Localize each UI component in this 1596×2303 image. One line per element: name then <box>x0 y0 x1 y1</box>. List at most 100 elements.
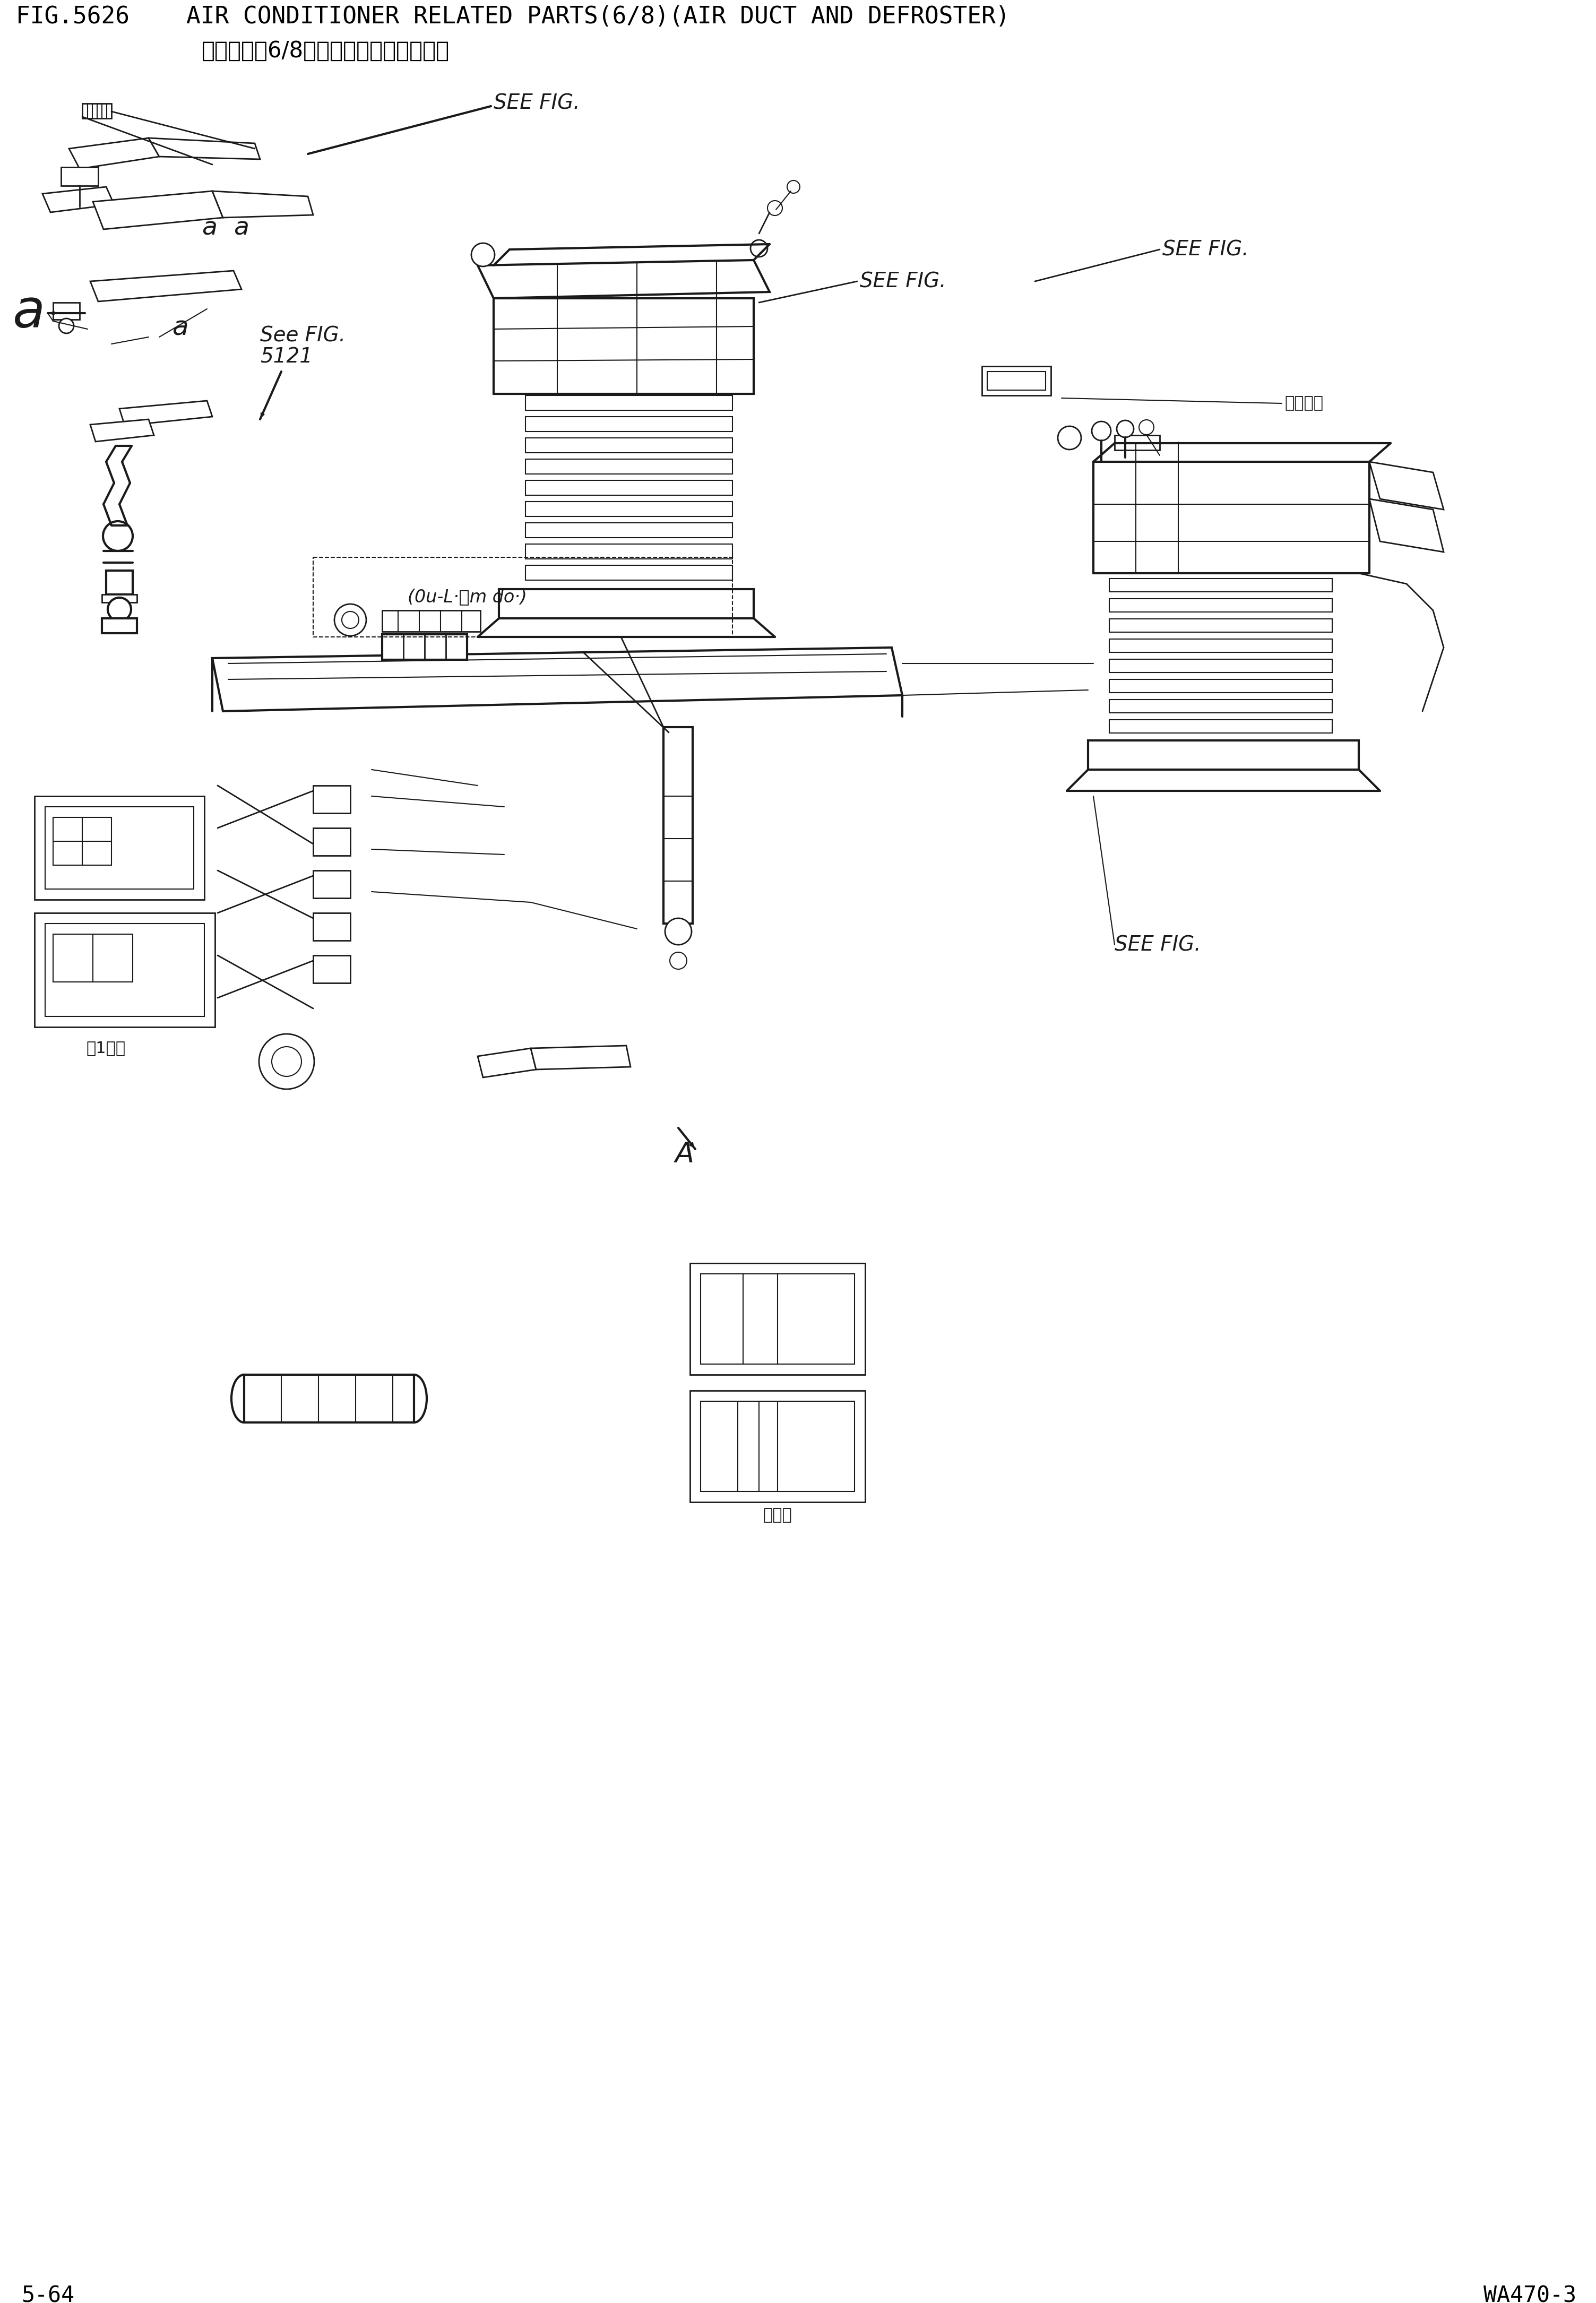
Text: See FIG.: See FIG. <box>260 325 346 345</box>
Bar <box>83 104 112 117</box>
Bar <box>500 590 753 617</box>
Bar <box>1093 463 1369 573</box>
Bar <box>35 912 215 1027</box>
Polygon shape <box>531 1046 630 1069</box>
Text: SEE FIG.: SEE FIG. <box>1114 935 1200 956</box>
Polygon shape <box>148 138 260 159</box>
Polygon shape <box>120 401 212 426</box>
Text: SEE FIG.: SEE FIG. <box>493 94 579 113</box>
Circle shape <box>259 1034 314 1089</box>
Circle shape <box>104 520 132 550</box>
Circle shape <box>750 240 768 258</box>
Text: 5-64: 5-64 <box>21 2285 75 2303</box>
Bar <box>1114 435 1160 449</box>
Bar <box>701 1274 854 1363</box>
Bar <box>525 544 733 560</box>
Text: 坐椅支座: 坐椅支座 <box>1285 396 1323 410</box>
Bar <box>525 417 733 431</box>
Bar <box>1109 721 1333 732</box>
Bar <box>689 1391 865 1502</box>
Text: FIG.5626    AIR CONDITIONER RELATED PARTS(6/8)(AIR DUCT AND DEFROSTER): FIG.5626 AIR CONDITIONER RELATED PARTS(6… <box>16 5 1010 28</box>
Bar <box>53 818 112 866</box>
Bar <box>1109 700 1333 714</box>
Polygon shape <box>477 260 769 299</box>
Bar <box>1109 659 1333 672</box>
Bar <box>102 594 137 603</box>
Bar <box>313 829 350 857</box>
Bar <box>525 458 733 474</box>
Ellipse shape <box>231 1375 257 1423</box>
Circle shape <box>342 610 359 629</box>
Bar <box>53 935 132 981</box>
Bar <box>313 912 350 940</box>
Circle shape <box>1058 426 1080 449</box>
Circle shape <box>1140 419 1154 435</box>
Text: 空调组件（6/8）（导风管和除霜风道）: 空调组件（6/8）（导风管和除霜风道） <box>201 39 450 62</box>
Polygon shape <box>477 1048 536 1078</box>
Bar <box>1109 638 1333 652</box>
Polygon shape <box>43 187 113 212</box>
Circle shape <box>109 599 131 622</box>
Circle shape <box>59 318 73 334</box>
Ellipse shape <box>401 1375 426 1423</box>
Text: A: A <box>675 1140 694 1168</box>
Circle shape <box>1092 421 1111 440</box>
Bar <box>244 1375 413 1423</box>
Bar <box>664 728 693 924</box>
Bar <box>525 396 733 410</box>
Polygon shape <box>69 138 160 168</box>
Circle shape <box>768 200 782 216</box>
Bar <box>107 571 132 594</box>
Bar <box>525 481 733 495</box>
Bar <box>313 871 350 898</box>
Text: a: a <box>13 288 45 339</box>
Bar <box>102 617 137 633</box>
Bar <box>1109 578 1333 592</box>
Bar <box>1088 742 1358 769</box>
Circle shape <box>335 603 365 636</box>
Circle shape <box>670 951 686 970</box>
Bar <box>982 366 1050 396</box>
Text: a: a <box>203 216 217 240</box>
Bar <box>45 806 193 889</box>
Polygon shape <box>93 191 223 230</box>
Text: SEE FIG.: SEE FIG. <box>1162 240 1248 260</box>
Bar <box>61 168 99 187</box>
Circle shape <box>1117 421 1133 438</box>
Bar <box>1109 620 1333 631</box>
Text: 5121: 5121 <box>260 345 313 366</box>
Polygon shape <box>1369 463 1444 509</box>
Circle shape <box>471 244 495 267</box>
Bar <box>313 785 350 813</box>
Bar <box>701 1400 854 1492</box>
Bar <box>313 956 350 983</box>
Bar <box>525 564 733 580</box>
Text: 大详细: 大详细 <box>763 1508 792 1522</box>
Bar <box>525 523 733 537</box>
Polygon shape <box>1369 500 1444 553</box>
Text: a: a <box>233 216 249 240</box>
Text: a: a <box>172 316 188 341</box>
Circle shape <box>666 919 691 944</box>
Polygon shape <box>212 191 313 216</box>
Bar <box>35 797 204 900</box>
Bar <box>493 299 753 394</box>
Bar <box>988 371 1045 389</box>
Bar <box>381 633 468 659</box>
Text: (0u-L·山m do·): (0u-L·山m do·) <box>407 587 527 606</box>
Text: WA470-3: WA470-3 <box>1483 2285 1577 2303</box>
Circle shape <box>271 1046 302 1076</box>
Bar <box>525 438 733 454</box>
Polygon shape <box>212 647 902 712</box>
Bar <box>525 502 733 516</box>
Bar <box>689 1264 865 1375</box>
Bar <box>53 302 80 320</box>
Bar <box>1109 599 1333 613</box>
Polygon shape <box>91 272 241 302</box>
Polygon shape <box>91 419 153 442</box>
Text: 件1详细: 件1详细 <box>86 1041 126 1055</box>
Circle shape <box>787 180 800 193</box>
Bar <box>45 924 204 1016</box>
Bar <box>381 610 480 631</box>
Bar <box>1109 679 1333 693</box>
